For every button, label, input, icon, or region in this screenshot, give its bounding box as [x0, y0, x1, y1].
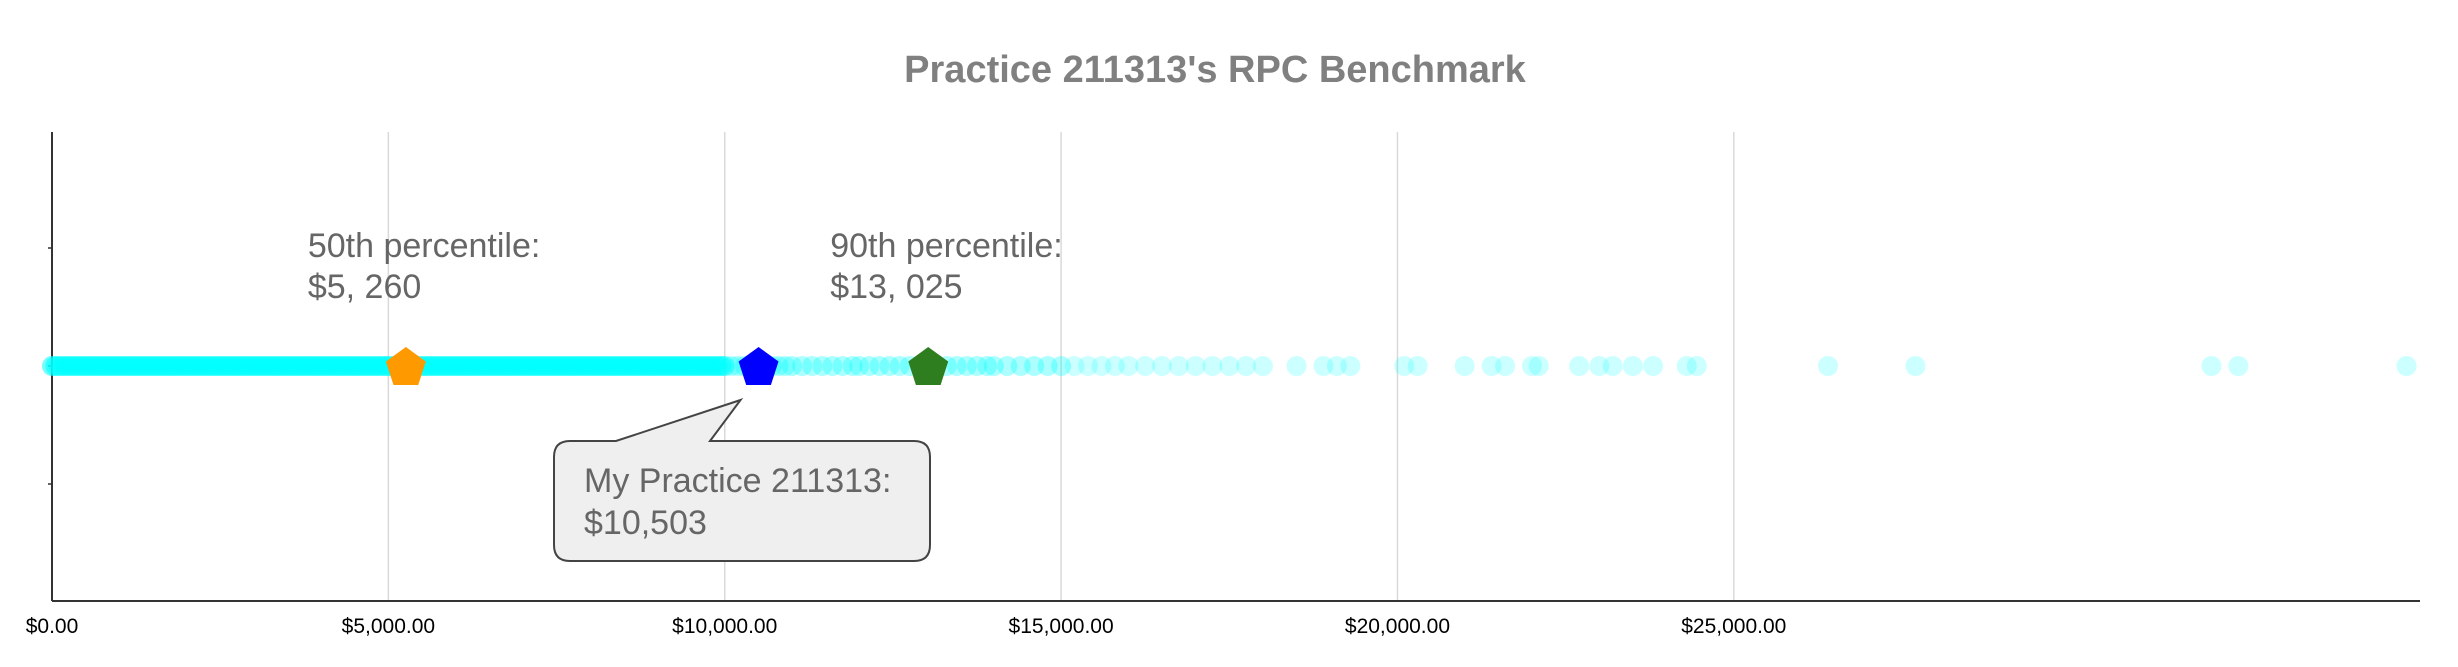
50th-percentile-marker — [385, 347, 426, 385]
x-tick-label: $25,000.00 — [1681, 615, 1786, 638]
distribution-point — [1622, 356, 1643, 376]
distribution-point — [967, 356, 987, 376]
distribution-point — [1202, 356, 1223, 376]
marker-labels: 50th percentile:$5, 260 My Practice 21131… — [308, 227, 1063, 562]
distribution-point — [1219, 356, 1240, 376]
distribution-point — [1078, 356, 1098, 376]
distribution-point — [1686, 356, 1707, 376]
distribution-point — [792, 356, 813, 376]
distribution-point — [977, 356, 998, 376]
90th-percentile-label: 90th percentile: — [830, 227, 1063, 265]
distribution-point — [714, 356, 735, 376]
distribution-point — [822, 356, 843, 376]
x-tick-label: $0.00 — [26, 615, 79, 638]
distribution-point — [1454, 356, 1475, 376]
distribution-point — [1236, 356, 1257, 376]
distribution-point — [2396, 356, 2417, 376]
50th-percentile-label: 50th percentile: — [308, 227, 541, 265]
distribution-point — [1569, 356, 1590, 376]
x-tick-label: $5,000.00 — [342, 615, 435, 638]
distribution-point — [1643, 356, 1664, 376]
distribution-point — [832, 356, 853, 376]
distribution-point — [1905, 356, 1926, 376]
distribution-point — [869, 356, 890, 376]
distribution-point — [1602, 356, 1623, 376]
distribution-point — [1340, 356, 1361, 376]
x-tick-label: $20,000.00 — [1345, 615, 1450, 638]
chart-title: Practice 211313's RPC Benchmark — [904, 49, 1527, 91]
distribution-point — [1185, 356, 1206, 376]
distribution-point — [1118, 356, 1139, 376]
distribution-point — [1495, 356, 1516, 376]
distribution-point — [842, 356, 863, 376]
90th-percentile-value: $13, 025 — [830, 268, 962, 306]
distribution-point — [956, 356, 977, 376]
benchmark-markers — [385, 347, 949, 385]
distribution-point — [1010, 356, 1031, 376]
my-practice-callout — [553, 398, 931, 562]
distribution-point — [721, 356, 742, 376]
distribution-point — [1091, 356, 1112, 376]
distribution-point — [1313, 356, 1334, 376]
distribution-point — [1407, 356, 1428, 376]
50th-percentile-value: $5, 260 — [308, 268, 421, 306]
distribution-point — [1104, 356, 1125, 376]
distribution-point — [1394, 356, 1415, 376]
distribution-point — [849, 356, 870, 376]
distribution-points — [42, 356, 2417, 376]
distribution-point — [1051, 356, 1072, 376]
distribution-point — [1676, 356, 1697, 376]
distribution-point — [1589, 356, 1610, 376]
distribution-point — [1252, 356, 1273, 376]
distribution-point — [1152, 356, 1172, 376]
my-practice-value: $10,503 — [584, 504, 707, 542]
distribution-point — [782, 356, 802, 376]
distribution-point — [1024, 356, 1045, 376]
my-practice-label: My Practice 211313: — [584, 462, 891, 500]
distribution-point — [1528, 356, 1549, 376]
distribution-point — [1135, 356, 1156, 376]
distribution-point — [997, 356, 1018, 376]
distribution-point — [1286, 356, 1307, 376]
distribution-point — [1168, 356, 1189, 376]
distribution-point — [1818, 356, 1838, 376]
distribution-point — [2201, 356, 2222, 376]
distribution-point — [859, 356, 880, 376]
distribution-point — [1037, 356, 1058, 376]
distribution-point — [812, 356, 833, 376]
distribution-point — [946, 356, 967, 376]
my-practice-marker — [738, 347, 779, 385]
distribution-point — [889, 356, 910, 376]
distribution-point — [1522, 356, 1542, 376]
x-tick-label: $15,000.00 — [1009, 615, 1114, 638]
distribution-point — [1064, 356, 1085, 376]
distribution-point — [1481, 356, 1502, 376]
x-tick-label: $10,000.00 — [672, 615, 777, 638]
distribution-point — [2228, 356, 2249, 376]
distribution-point — [802, 356, 823, 376]
90th-percentile-marker — [908, 347, 949, 385]
distribution-point — [879, 356, 900, 376]
distribution-point — [983, 356, 1004, 376]
axes: $0.00 $5,000.00 $10,000.00 $15,000.00 $20,00… — [26, 132, 2420, 638]
distribution-point — [775, 356, 796, 376]
distribution-point — [1326, 356, 1347, 376]
